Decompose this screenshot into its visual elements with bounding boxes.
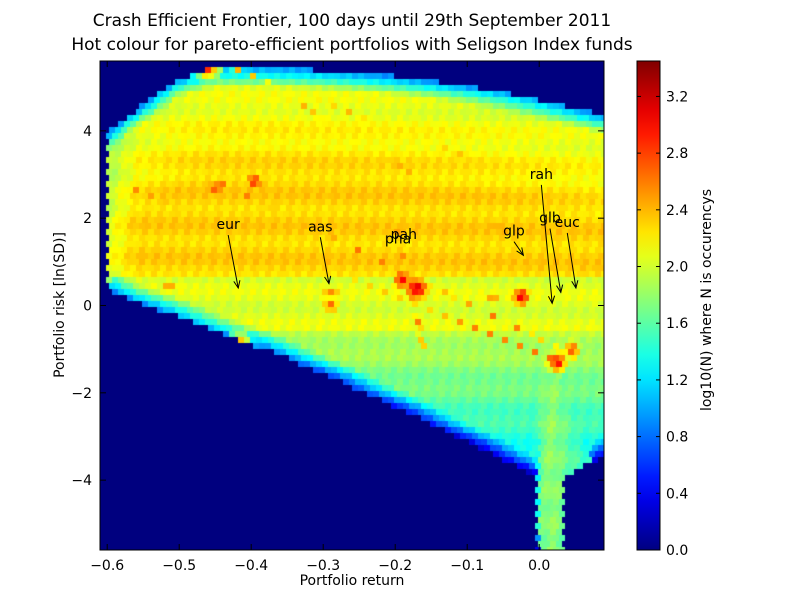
annotation-rah: rah: [530, 167, 553, 183]
y-tick-label: −4: [71, 473, 92, 489]
annotation-arrowhead-glb: [556, 284, 564, 294]
x-tick-label: −0.1: [450, 558, 484, 574]
annotation-arrowhead-glp: [516, 247, 525, 257]
colorbar-tick-label: 2.4: [666, 203, 688, 219]
colorbar-tick-label: 1.2: [666, 373, 688, 389]
colorbar: 0.0 0.4 0.8 1.2 1.6 2.0 2.4 2.8 3.2 log10(N) whe…: [636, 60, 715, 559]
y-axis-label: Portfolio risk [ln(SD)]: [52, 232, 68, 378]
y-axis-ticks: 4 2 0 −2 −4: [71, 124, 604, 489]
annotation-pah: pah: [391, 227, 417, 243]
colorbar-frame: [636, 60, 661, 551]
annotation-aas: aas: [308, 219, 332, 235]
annotation-arrowhead-euc: [571, 280, 579, 290]
colorbar-tick-label: 0.0: [666, 543, 688, 559]
hexbin-density-map: [100, 61, 604, 550]
annotation-glp: glp: [503, 224, 525, 240]
colorbar-gradient: [637, 61, 660, 550]
annotation-arrowhead-rah: [547, 295, 556, 305]
annotation-arrow-rah: [540, 184, 553, 304]
x-tick-label: 0.0: [528, 558, 550, 574]
chart-title-line-1: Crash Efficient Frontier, 100 days until…: [93, 11, 611, 31]
y-tick-label: 4: [83, 124, 92, 140]
colorbar-tick-label: 3.2: [666, 89, 688, 105]
annotation-arrowhead-aas: [324, 275, 332, 285]
colorbar-tick-label: 1.6: [666, 316, 688, 332]
y-tick-label: 2: [83, 211, 92, 227]
x-axis-label: Portfolio return: [300, 573, 405, 589]
annotation-eur: eur: [217, 217, 240, 233]
colorbar-tick-label: 0.8: [666, 430, 688, 446]
colorbar-tick-label: 2.8: [666, 146, 688, 162]
colorbar-tick-label: 0.4: [666, 486, 688, 502]
annotation-glb: glb: [539, 211, 561, 227]
colorbar-tick-label: 2.0: [666, 260, 688, 276]
chart-title-line-2: Hot colour for pareto-efficient portfoli…: [71, 35, 632, 55]
annotation-euc: euc: [555, 215, 580, 231]
x-tick-label: −0.2: [378, 558, 412, 574]
colorbar-ticks: 0.0 0.4 0.8 1.2 1.6 2.0 2.4 2.8 3.2: [637, 89, 688, 559]
annotation-arrow-glb: [549, 228, 562, 293]
x-tick-label: −0.4: [234, 558, 268, 574]
annotation-pha: pha: [385, 232, 411, 248]
x-axis-ticks: −0.6 −0.5 −0.4 −0.3 −0.2 −0.1 0.0: [90, 61, 550, 574]
annotation-arrowhead-eur: [233, 280, 241, 290]
annotation-arrow-glp: [513, 241, 524, 256]
colorbar-label: log10(N) where N is occurencys: [699, 189, 715, 411]
annotation-arrow-aas: [319, 237, 330, 284]
x-tick-label: −0.5: [162, 558, 196, 574]
annotation-arrow-euc: [566, 232, 577, 289]
y-tick-label: −2: [71, 386, 92, 402]
y-tick-label: 0: [83, 299, 92, 315]
plot-area: [99, 60, 605, 551]
x-tick-label: −0.3: [306, 558, 340, 574]
annotation-arrow-eur: [227, 235, 239, 289]
x-tick-label: −0.6: [90, 558, 124, 574]
